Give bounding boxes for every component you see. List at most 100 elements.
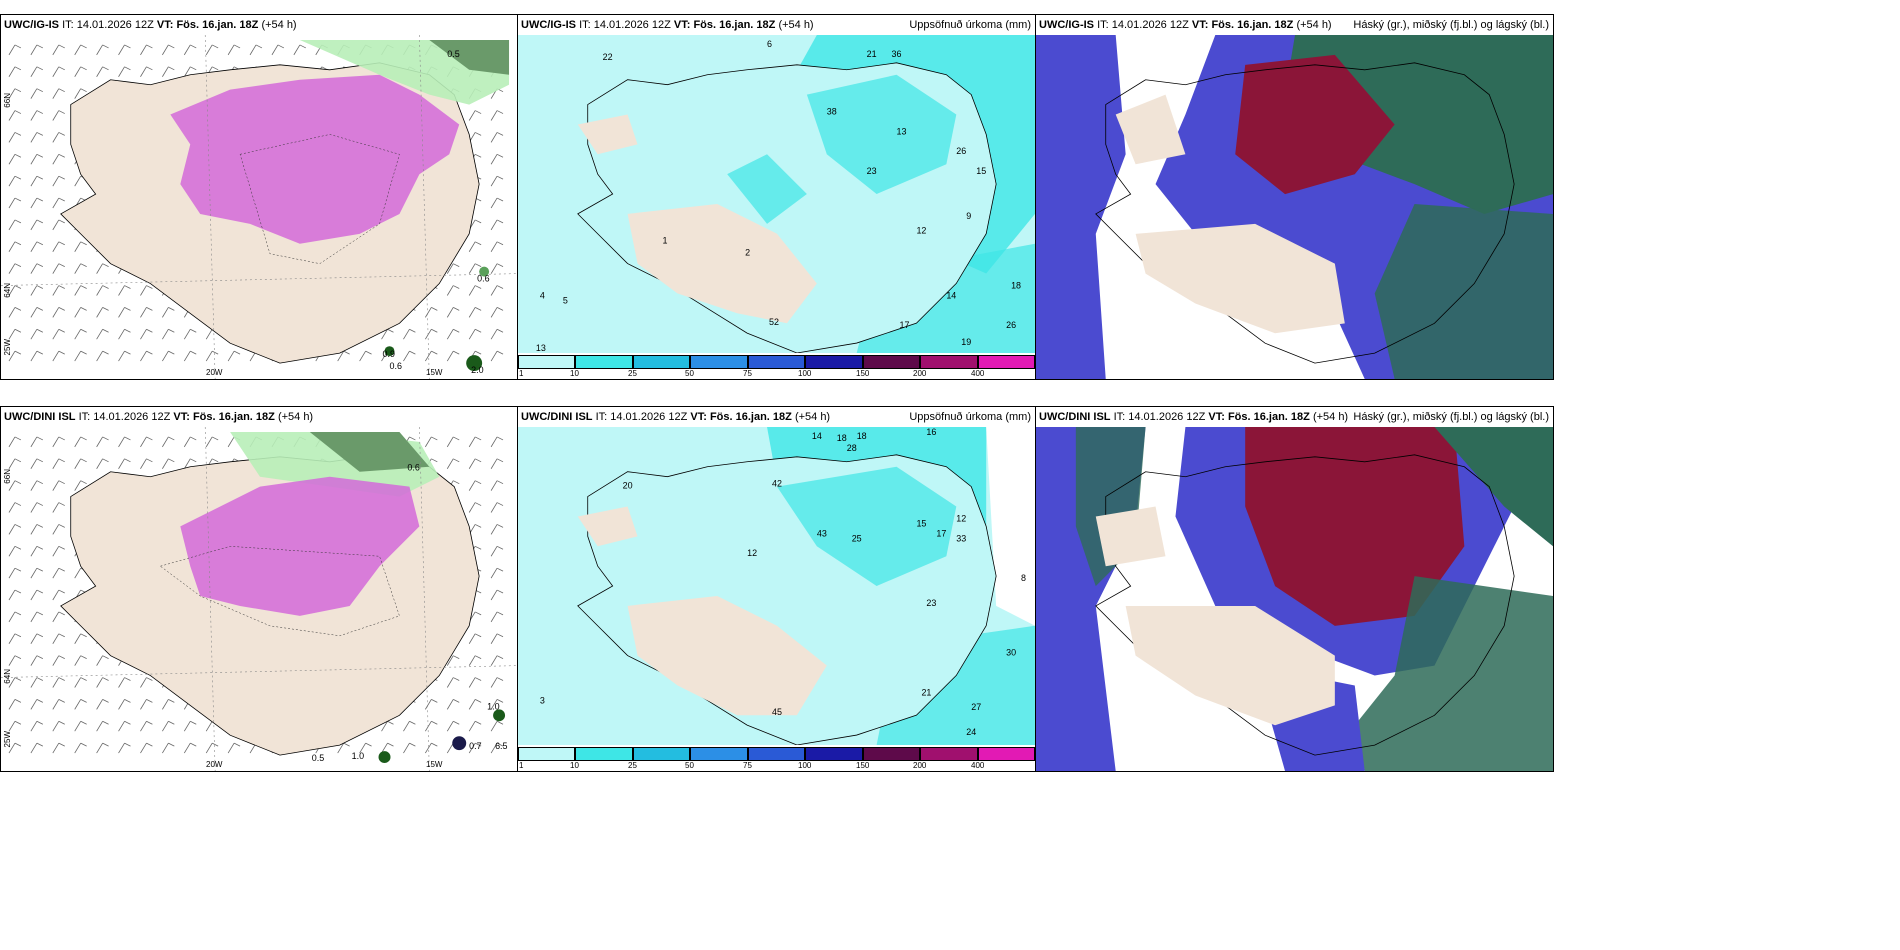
lon-label: 20W (206, 760, 223, 769)
wind-snow-map: 0.6 0.9 0.6 2.0 0.5 (1, 35, 517, 379)
precip-label: 42 (772, 479, 782, 489)
hatch-area (239, 134, 400, 264)
precip-label: 12 (747, 548, 757, 558)
colorbar-tick: 200 (913, 369, 927, 378)
precip-label: 30 (1006, 648, 1016, 658)
precip-label: 33 (956, 533, 966, 543)
precip-label: 16 (926, 427, 936, 437)
panel-header: UWC/DINI ISL IT: 14.01.2026 12Z VT: Fös.… (518, 407, 1035, 427)
model-name: UWC/IG-IS (521, 19, 576, 31)
colorbar-swatch (863, 747, 920, 761)
field-title: Háský (gr.), miðský (fj.bl.) og lágský (… (1353, 19, 1549, 31)
colorbar-tick: 75 (743, 761, 752, 770)
precip-label: 36 (892, 49, 902, 59)
precip-label: 27 (971, 702, 981, 712)
precip-label: 45 (772, 707, 782, 717)
model-name: UWC/DINI ISL (521, 411, 593, 423)
valid-time: Fös. 16.jan. 18Z (693, 19, 776, 31)
hatch-area (159, 546, 400, 637)
field-title: Háský (gr.), miðský (fj.bl.) og lágský (… (1353, 411, 1549, 423)
panel-dini-clouds: UWC/DINI ISL IT: 14.01.2026 12Z VT: Fös.… (1035, 406, 1554, 772)
precip-map: 6 21 36 22 26 38 15 23 13 9 18 14 26 17 … (518, 35, 1035, 353)
lead-time: (+54 h) (1312, 411, 1349, 423)
wind-label: 0.7 (469, 741, 481, 751)
precip-label: 18 (857, 431, 867, 441)
precip-colorbar: 1 10 25 50 75 100 150 200 400 (518, 745, 1035, 771)
colorbar-swatch (805, 355, 863, 369)
iceland-land (1095, 62, 1515, 364)
clouds-map (1036, 35, 1553, 379)
wind-label: 6.5 (495, 741, 507, 751)
panel-ig-is-clouds: UWC/IG-IS IT: 14.01.2026 12Z VT: Fös. 16… (1035, 14, 1554, 380)
precip-map: 14 18 18 28 16 20 12 42 15 17 33 23 12 4… (518, 427, 1035, 745)
colorbar-swatch (920, 747, 978, 761)
wind-label: 0.5 (447, 49, 459, 59)
valid-time: Fös. 16.jan. 18Z (192, 411, 275, 423)
valid-time: Fös. 16.jan. 18Z (709, 411, 792, 423)
panel-header: UWC/DINI ISL IT: 14.01.2026 12Z VT: Fös.… (1036, 407, 1553, 427)
lead-time: (+54 h) (261, 19, 297, 31)
model-name: UWC/IG-IS (1039, 19, 1094, 31)
colorbar-swatch (748, 355, 805, 369)
valid-time: Fös. 16.jan. 18Z (1227, 411, 1310, 423)
precip-label: 19 (961, 337, 971, 347)
panel-header: UWC/IG-IS IT: 14.01.2026 12Z VT: Fös. 16… (1036, 15, 1553, 35)
lat-label: 66N (3, 93, 12, 108)
precip-label: 25 (852, 533, 862, 543)
precip-label: 5 (563, 295, 568, 305)
colorbar-tick: 50 (685, 761, 694, 770)
colorbar-tick: 100 (798, 761, 812, 770)
wind-label: 1.0 (487, 701, 499, 711)
precip-label: 21 (921, 687, 931, 697)
colorbar-swatch (978, 747, 1035, 761)
lon-label: 20W (206, 368, 223, 377)
precip-label: 15 (916, 518, 926, 528)
wind-label: 0.6 (389, 361, 401, 371)
precip-label: 12 (956, 513, 966, 523)
precip-label: 43 (817, 528, 827, 538)
lead-time: (+54 h) (794, 411, 831, 423)
colorbar-swatch (805, 747, 863, 761)
colorbar-swatch (978, 355, 1035, 369)
lead-time: (+54 h) (277, 411, 314, 423)
precip-label: 4 (540, 290, 545, 300)
lon-label: 25W (3, 730, 12, 747)
wind-label: 0.6 (407, 463, 419, 473)
model-name: UWC/DINI ISL (1039, 411, 1111, 423)
wind-label: 0.5 (312, 753, 324, 763)
lead-time: (+54 h) (778, 19, 814, 31)
precip-label: 14 (946, 290, 956, 300)
precip-label: 13 (536, 343, 546, 353)
colorbar-tick: 400 (971, 761, 985, 770)
colorbar-swatch (920, 355, 978, 369)
wind-label: 1.0 (352, 751, 364, 761)
colorbar-swatch (518, 747, 575, 761)
wind-snow-map: 0.5 1.0 0.7 6.5 1.0 0.6 (1, 427, 517, 771)
precip-label: 26 (956, 146, 966, 156)
snow-area (180, 476, 420, 616)
precip-label: 17 (936, 528, 946, 538)
precip-label: 15 (976, 166, 986, 176)
precip-label: 22 (603, 52, 613, 62)
precip-label: 17 (900, 320, 910, 330)
model-name: UWC/IG-IS (4, 19, 59, 31)
precip-label: 23 (926, 598, 936, 608)
panel-header: UWC/DINI ISL IT: 14.01.2026 12Z VT: Fös.… (1, 407, 517, 427)
valid-time: Fös. 16.jan. 18Z (1211, 19, 1294, 31)
colorbar-tick: 200 (913, 761, 927, 770)
precip-label: 6 (767, 39, 772, 49)
colorbar-tick: 1 (519, 369, 524, 378)
colorbar-swatch (633, 355, 690, 369)
panel-header: UWC/IG-IS IT: 14.01.2026 12Z VT: Fös. 16… (1, 15, 517, 35)
precip-label: 9 (966, 211, 971, 221)
init-time: 14.01.2026 12Z (1111, 19, 1189, 31)
precip-label: 14 (812, 431, 822, 441)
colorbar-swatch (690, 747, 748, 761)
colorbar-tick: 50 (685, 369, 694, 378)
precip-label: 8 (1021, 573, 1026, 583)
precip-label: 52 (769, 317, 779, 327)
colorbar-tick: 100 (798, 369, 812, 378)
precip-label: 3 (540, 695, 545, 705)
colorbar-swatch (575, 747, 633, 761)
colorbar-tick: 400 (971, 369, 985, 378)
